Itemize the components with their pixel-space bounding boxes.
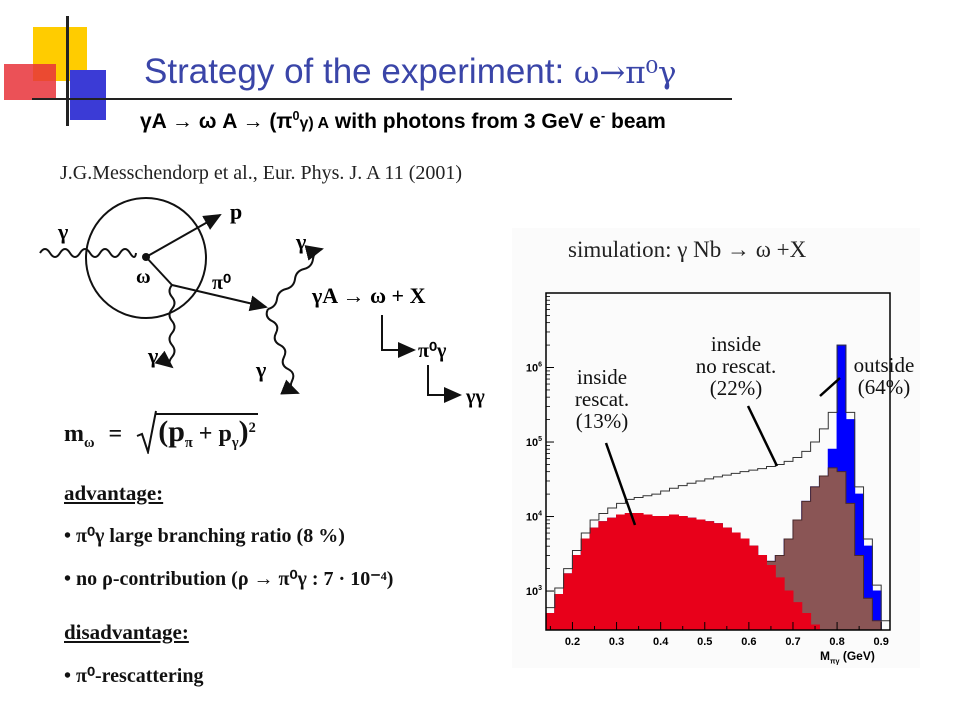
- ann-outside-line2: (64%): [857, 375, 911, 399]
- sqrt-symbol: [136, 410, 158, 461]
- x-tick-label-7: 0.9: [874, 636, 889, 648]
- pointer-inside-rescat: [604, 442, 637, 526]
- formula-eq: =: [108, 421, 123, 448]
- mass-formula: mω = (pπ + pγ)2: [64, 410, 258, 456]
- gamma-up-right-line: [267, 245, 324, 310]
- formula-lhs: m: [64, 421, 84, 448]
- reaction-diagram: γ ω p π⁰ γ γ γ γA → ω + X π⁰γ γγ: [39, 197, 485, 408]
- annotation-inside-rescat: inside rescat. (13%): [560, 366, 644, 432]
- label-gamma-bottom-mid: γ: [255, 357, 266, 382]
- pointer-inside-no-rescat: [746, 405, 779, 467]
- series-total-line: [546, 344, 890, 622]
- disadvantage-heading: disadvantage:: [64, 620, 189, 644]
- series-inside-rescat-area: [545, 512, 890, 631]
- x-tick-label-6: 0.8: [829, 636, 844, 648]
- advantage-item-1: • π⁰γ large branching ratio (8 %): [64, 525, 345, 547]
- label-pi0: π⁰: [212, 272, 231, 294]
- subtitle-part2: γ) A: [299, 115, 330, 132]
- title-text: Strategy of the experiment:: [144, 52, 574, 91]
- x-tick-label-5: 0.7: [785, 636, 800, 648]
- x-axis-label-sub: πγ: [830, 656, 840, 666]
- gamma-down-line: [154, 284, 176, 369]
- disadvantage-item-1: • π⁰-rescattering: [64, 665, 204, 687]
- ann-inside-rescat-line3: (13%): [575, 409, 629, 433]
- x-tick-label-4: 0.6: [741, 636, 756, 648]
- x-tick-label-1: 0.3: [609, 636, 624, 648]
- pointer-outside: [819, 377, 841, 397]
- y-tick-label-3: 106: [526, 362, 542, 375]
- gamma-down-right-line: [265, 308, 300, 395]
- formula-lhs-sub: ω: [84, 434, 95, 451]
- label-gamma-in: γ: [57, 219, 68, 244]
- reference-citation: J.G.Messchendorp et al., Eur. Phys. J. A…: [60, 162, 463, 184]
- subtitle-part3: with photons from 3 GeV e: [329, 110, 601, 133]
- advantage-heading: advantage:: [64, 481, 164, 505]
- plot-frame: [545, 292, 891, 631]
- ann-no-rescat-line2: no rescat.: [695, 354, 777, 378]
- ann-no-rescat-line1: inside: [710, 332, 762, 356]
- pi0-line: [171, 284, 268, 312]
- omega-line: [145, 256, 173, 286]
- annotation-outside: outside (64%): [836, 354, 932, 398]
- subtitle-sup2: -: [600, 109, 606, 123]
- label-gamma-top-right: γ: [295, 229, 306, 254]
- formula-close: ): [238, 415, 249, 449]
- ann-no-rescat-line3: (22%): [709, 376, 763, 400]
- label-decay1: π⁰γ: [418, 340, 447, 362]
- decay-chain-2: [427, 365, 462, 403]
- mass-spectrum-chart: 0.2 0.3 0.4 0.5 0.6 0.7 0.8 0.9 103 104 105 106: [526, 292, 891, 648]
- slide-title: Strategy of the experiment: ω→π⁰γ: [144, 52, 677, 92]
- proton-line: [145, 214, 222, 258]
- title-formula: ω→π⁰γ: [573, 55, 677, 91]
- label-gamma-bottom-left: γ: [147, 343, 158, 368]
- y-tick-label-1: 104: [526, 511, 542, 524]
- formula-p1-sub: π: [184, 434, 193, 451]
- x-axis-label-main: M: [820, 649, 830, 663]
- x-axis-label-unit: (GeV): [839, 649, 875, 663]
- x-tick-label-0: 0.2: [565, 636, 580, 648]
- formula-inner: (p: [158, 415, 185, 449]
- vertical-rule: [66, 16, 69, 126]
- sqrt-content: (pπ + pγ)2: [156, 413, 258, 451]
- advantage-item-2: • no ρ-contribution (ρ → π⁰γ : 7 · 10⁻⁴): [64, 568, 394, 590]
- ann-outside-line1: outside: [853, 353, 915, 377]
- x-tick-label-3: 0.5: [697, 636, 712, 648]
- nucleus-circle: [85, 197, 207, 319]
- formula-exp: 2: [248, 420, 256, 437]
- subtitle-part4: beam: [605, 110, 666, 133]
- y-tick-label-2: 105: [526, 436, 542, 449]
- corner-decoration: [0, 0, 732, 130]
- x-tick-label-2: 0.4: [653, 636, 669, 648]
- ann-inside-rescat-line2: rescat.: [574, 387, 630, 411]
- slide-subtitle: γA → ω A → (π0γ) A with photons from 3 G…: [140, 110, 666, 134]
- subtitle-sup1: 0: [292, 109, 300, 123]
- formula-plus: + p: [192, 421, 232, 448]
- simulation-title: simulation: γ Nb → ω +X: [568, 237, 807, 262]
- y-tick-label-0: 103: [526, 585, 542, 598]
- ann-inside-rescat-line1: inside: [576, 365, 628, 389]
- subtitle-part1: γA → ω A → (π: [140, 110, 293, 133]
- x-axis-label: Mπγ (GeV): [820, 649, 875, 666]
- red-square: [4, 64, 56, 100]
- label-omega: ω: [136, 266, 151, 288]
- horizontal-rule: [32, 98, 732, 100]
- annotation-inside-no-rescat: inside no rescat. (22%): [678, 333, 794, 399]
- label-reaction: γA → ω + X: [311, 283, 426, 308]
- decay-chain-1: [381, 315, 416, 358]
- label-proton: p: [230, 199, 242, 224]
- formula-p2-sub: γ: [231, 434, 239, 451]
- blue-square: [70, 70, 106, 120]
- incoming-photon-line: [39, 248, 137, 258]
- label-decay2: γγ: [465, 386, 485, 408]
